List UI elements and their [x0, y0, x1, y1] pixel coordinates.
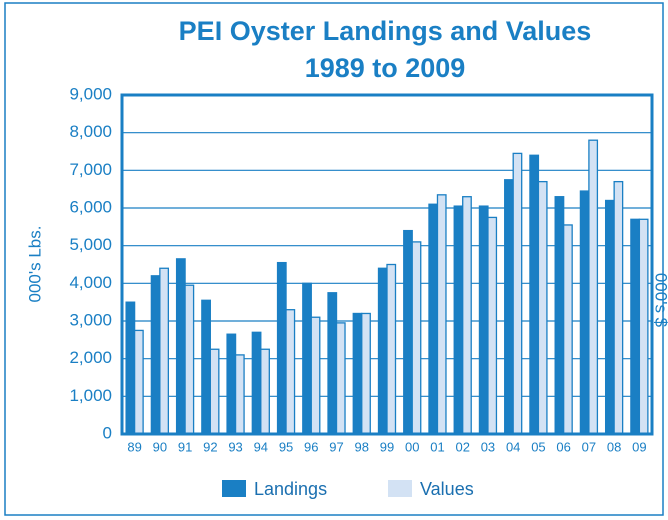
y-tick-label: 2,000 — [69, 348, 112, 367]
bar — [251, 331, 262, 435]
bar — [209, 348, 220, 435]
legend-label: Landings — [254, 479, 327, 499]
bar — [537, 180, 548, 435]
x-tick-label: 90 — [153, 439, 167, 454]
bar — [184, 284, 195, 435]
legend-swatch — [222, 480, 246, 497]
y-tick-label: 3,000 — [69, 310, 112, 329]
bar — [604, 199, 615, 435]
bar — [428, 203, 439, 435]
x-tick-label: 03 — [481, 439, 495, 454]
chart-subtitle: 1989 to 2009 — [305, 53, 466, 83]
bar — [133, 329, 144, 435]
y-tick-label: 5,000 — [69, 235, 112, 254]
x-tick-label: 00 — [405, 439, 419, 454]
frame — [4, 2, 664, 516]
chart-title: PEI Oyster Landings and Values — [179, 16, 592, 46]
bar — [361, 312, 371, 435]
legend-label: Values — [420, 479, 474, 499]
y-tick-label: 8,000 — [69, 122, 112, 141]
x-tick-label: 92 — [203, 439, 217, 454]
bar — [352, 312, 363, 435]
bar — [175, 258, 186, 435]
y-axis-label: 000's Lbs. — [25, 226, 44, 303]
y-tick-label: 9,000 — [69, 84, 112, 103]
bar — [579, 190, 590, 435]
x-tick-label: 06 — [556, 439, 570, 454]
bar — [504, 179, 514, 435]
x-tick-label: 09 — [632, 439, 646, 454]
x-tick-label: 02 — [455, 439, 469, 454]
bar — [563, 224, 573, 435]
bar — [201, 299, 211, 435]
bar — [276, 261, 287, 435]
bar — [125, 301, 136, 435]
x-tick-label: 95 — [279, 439, 293, 454]
x-tick-label: 94 — [254, 439, 268, 454]
bar — [588, 139, 599, 435]
y-tick-label: 4,000 — [69, 273, 112, 292]
bar — [554, 196, 565, 435]
y-tick-label: 0 — [103, 423, 112, 442]
bar — [613, 180, 624, 435]
bar — [386, 263, 397, 435]
bar — [302, 282, 312, 435]
y-tick-label: 7,000 — [69, 160, 112, 179]
bar — [462, 196, 472, 435]
plot-frame — [120, 93, 654, 436]
x-tick-label: 91 — [178, 439, 192, 454]
legend-swatch — [388, 480, 412, 497]
bar — [436, 194, 447, 435]
bar — [260, 348, 270, 435]
x-tick-label: 04 — [506, 439, 520, 454]
x-tick-label: 05 — [531, 439, 545, 454]
y2-axis-label: 000's $ — [652, 273, 668, 328]
bar — [285, 309, 296, 435]
bar — [453, 205, 464, 435]
x-tick-label: 93 — [228, 439, 242, 454]
x-tick-label: 99 — [380, 439, 394, 454]
bar — [411, 241, 422, 435]
bar — [377, 267, 388, 435]
x-tick-label: 07 — [582, 439, 596, 454]
bar — [529, 154, 540, 435]
x-tick-label: 01 — [430, 439, 444, 454]
bar — [630, 218, 641, 435]
bar — [226, 333, 237, 435]
bar — [512, 152, 523, 435]
x-tick-label: 97 — [329, 439, 343, 454]
bar — [487, 216, 498, 435]
x-tick-label: 96 — [304, 439, 318, 454]
bar — [159, 267, 170, 435]
bar — [478, 205, 489, 435]
bar — [234, 354, 245, 435]
y-tick-label: 1,000 — [69, 386, 112, 405]
x-tick-label: 08 — [607, 439, 621, 454]
bar — [638, 218, 649, 435]
bar — [403, 229, 413, 435]
bar — [335, 322, 346, 435]
x-tick-label: 89 — [127, 439, 141, 454]
bar — [310, 316, 321, 435]
x-tick-label: 98 — [355, 439, 369, 454]
bar — [327, 292, 338, 435]
bar — [150, 275, 161, 435]
y-tick-label: 6,000 — [69, 197, 112, 216]
